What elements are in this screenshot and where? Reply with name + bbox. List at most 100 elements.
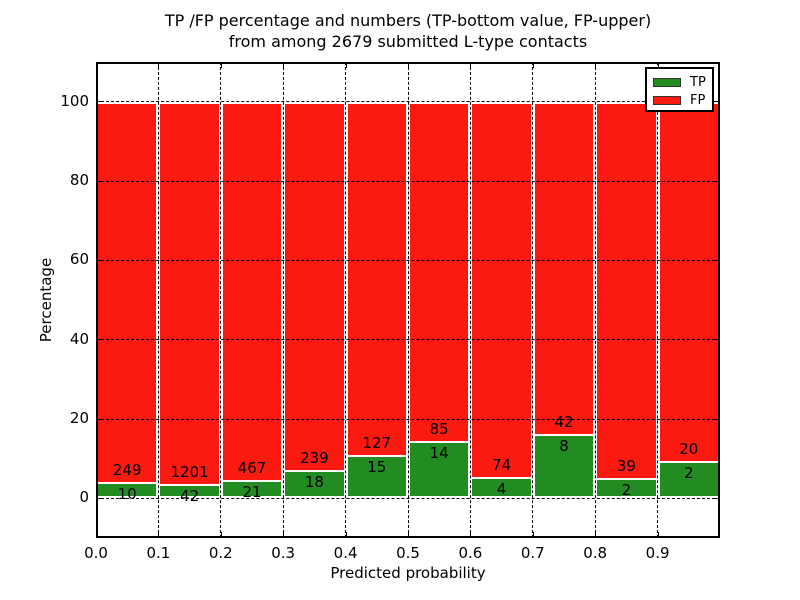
bar-segment-fp <box>595 101 658 479</box>
y-tick <box>96 259 102 261</box>
bar-segment-fp <box>657 101 720 463</box>
bar-segment-fp <box>345 101 408 457</box>
fp-count-label: 42 <box>554 412 574 431</box>
x-tick <box>345 532 347 538</box>
x-tick-label: 0.7 <box>520 544 545 562</box>
bar-segment-fp <box>408 101 471 443</box>
chart-title-line1: TP /FP percentage and numbers (TP-bottom… <box>164 11 652 30</box>
bar-segment-tp <box>345 456 408 499</box>
y-tick-label: 100 <box>60 91 89 110</box>
x-tick <box>345 62 347 68</box>
legend-entry-label: FP <box>690 92 706 108</box>
tp-swatch-icon <box>653 77 681 87</box>
fp-count-label: 39 <box>616 456 636 475</box>
fp-count-label: 1201 <box>170 462 209 481</box>
fp-count-label: 85 <box>429 420 449 439</box>
tp-count-label: 42 <box>180 486 200 505</box>
tp-count-label: 2 <box>684 464 694 483</box>
bar-segment-fp <box>158 101 221 485</box>
x-tick <box>220 62 222 68</box>
y-tick <box>714 180 720 182</box>
y-tick-label: 40 <box>69 329 89 348</box>
x-tick-label: 0.1 <box>146 544 171 562</box>
tp-count-label: 14 <box>429 444 449 463</box>
x-tick <box>532 532 534 538</box>
bar-segment-tp <box>220 481 284 499</box>
bar-segment-tp <box>532 434 596 499</box>
x-tick-label: 0.2 <box>208 544 233 562</box>
x-gridline <box>532 62 534 538</box>
legend-entry: TP <box>653 73 712 91</box>
chart-title: TP /FP percentage and numbers (TP-bottom… <box>96 10 720 52</box>
x-gridline <box>220 62 222 538</box>
y-tick <box>96 418 102 420</box>
x-tick <box>470 62 472 68</box>
bar-segment-tp <box>470 477 533 499</box>
x-tick <box>220 532 222 538</box>
y-gridline <box>96 180 720 182</box>
legend-entry: FP <box>653 91 712 109</box>
y-tick <box>96 101 102 103</box>
tp-count-label: 15 <box>367 458 387 477</box>
y-tick-label: 20 <box>69 409 89 427</box>
x-tick <box>657 532 659 538</box>
y-gridline <box>96 339 720 341</box>
x-tick-label: 0.4 <box>333 544 358 562</box>
y-gridline <box>96 101 720 103</box>
bar-segment-tp <box>408 442 471 499</box>
x-tick <box>595 62 597 68</box>
y-tick <box>714 259 720 261</box>
x-axis-title: Predicted probability <box>330 564 486 582</box>
bar-segment-fp <box>96 101 159 483</box>
x-tick-label: 0.3 <box>271 544 296 562</box>
fp-swatch-icon <box>653 95 681 105</box>
fp-count-label: 467 <box>237 459 267 478</box>
bar-segment-fp <box>283 101 346 471</box>
x-tick <box>719 62 720 68</box>
x-tick-label: 0.0 <box>84 544 108 562</box>
tp-count-label: 8 <box>559 436 569 455</box>
x-tick <box>158 62 160 68</box>
y-tick <box>96 497 102 499</box>
fp-count-label: 239 <box>300 448 329 467</box>
plot-area: 249 10 1201 42 467 21 239 18 127 15 85 14 74 4 42 8 39 2 2… <box>96 62 720 538</box>
y-tick <box>714 497 720 499</box>
x-tick-label: 0.5 <box>396 544 420 562</box>
y-tick-label: 60 <box>69 250 89 269</box>
bar-segment-tp <box>657 462 720 499</box>
bar-segment-fp <box>532 101 596 435</box>
fp-count-label: 127 <box>362 434 392 453</box>
x-tick-label: 0.6 <box>458 544 483 562</box>
y-tick <box>714 339 720 341</box>
tp-count-label: 2 <box>621 480 632 499</box>
y-gridline <box>96 497 720 499</box>
y-tick-label: 80 <box>69 171 89 189</box>
x-tick <box>158 532 160 538</box>
chart-title-line2: from among 2679 submitted L-type contact… <box>228 32 588 51</box>
fp-count-label: 249 <box>112 461 142 480</box>
x-tick <box>595 532 597 538</box>
legend-entry-label: TP <box>690 74 706 90</box>
tp-count-label: 10 <box>117 485 137 504</box>
fp-count-label: 20 <box>679 440 699 459</box>
legend: TP FP <box>645 67 714 112</box>
y-axis-title: Percentage <box>37 257 55 343</box>
x-gridline <box>282 62 284 538</box>
x-tick <box>96 532 97 538</box>
fp-count-label: 74 <box>492 455 512 474</box>
y-tick <box>96 339 102 341</box>
tp-count-label: 4 <box>496 479 507 498</box>
bar-segment-fp <box>470 101 533 478</box>
x-tick <box>283 62 285 68</box>
x-tick-label: 0.9 <box>645 544 670 562</box>
bar-segment-tp <box>283 470 346 499</box>
bar-segment-tp <box>595 478 658 499</box>
x-gridline <box>345 62 347 538</box>
tp-count-label: 18 <box>304 472 324 491</box>
x-gridline <box>657 62 659 538</box>
x-tick <box>532 62 534 68</box>
x-tick <box>470 532 472 538</box>
x-tick <box>408 62 409 68</box>
x-gridline <box>594 62 596 538</box>
